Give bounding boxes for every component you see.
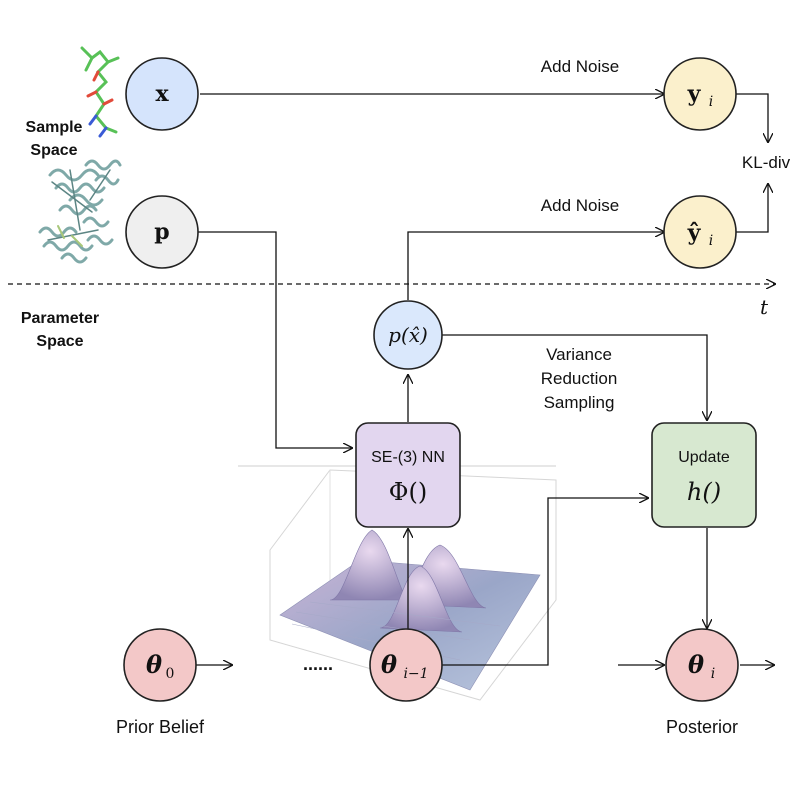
add-noise-top-label: Add Noise bbox=[541, 57, 619, 76]
node-theta-i-minus-1: θ i−1 bbox=[369, 628, 443, 702]
edge-pxhat-to-yhat bbox=[407, 232, 664, 300]
node-y-i: y i bbox=[663, 57, 737, 131]
svg-text:p(x̂): p(x̂) bbox=[388, 323, 428, 347]
h-function: h() bbox=[687, 478, 721, 506]
update-title: Update bbox=[678, 449, 730, 466]
update-box: Update h() bbox=[651, 422, 757, 528]
prior-belief-label: Prior Belief bbox=[116, 717, 205, 737]
sampling-label: Sampling bbox=[544, 393, 615, 412]
kl-div-label: KL-div bbox=[742, 153, 791, 172]
node-theta-i: θ i bbox=[665, 628, 739, 702]
svg-text:θ: θ bbox=[688, 650, 704, 679]
sample-space-label-line2: Space bbox=[30, 142, 77, 159]
svg-text:i−1: i−1 bbox=[403, 666, 428, 682]
phi-function: Φ() bbox=[389, 478, 427, 506]
svg-text:y: y bbox=[687, 81, 702, 107]
variance-label: Variance bbox=[546, 345, 612, 364]
ellipsis-label: ...... bbox=[303, 654, 333, 674]
node-p: p bbox=[125, 195, 199, 269]
protein-structure-image bbox=[38, 159, 122, 264]
svg-text:p: p bbox=[154, 219, 169, 245]
svg-text:θ: θ bbox=[146, 650, 162, 679]
node-x: x bbox=[125, 57, 199, 131]
ligand-molecule-image bbox=[80, 46, 120, 138]
sample-space-label-line1: Sample bbox=[26, 119, 83, 136]
edges bbox=[196, 94, 774, 665]
svg-text:i: i bbox=[711, 666, 715, 682]
node-yhat-i: ŷ i bbox=[663, 195, 737, 269]
svg-text:i: i bbox=[709, 94, 713, 110]
edge-pxhat-to-update bbox=[442, 334, 707, 420]
svg-text:0: 0 bbox=[166, 666, 175, 682]
edge-y-to-kl bbox=[736, 93, 768, 142]
svg-text:x: x bbox=[155, 81, 169, 107]
reduction-label: Reduction bbox=[541, 369, 618, 388]
se3-nn-box: SE-(3) NN Φ() bbox=[355, 422, 461, 528]
posterior-label: Posterior bbox=[666, 717, 738, 737]
svg-text:ŷ: ŷ bbox=[687, 220, 702, 246]
svg-text:θ: θ bbox=[381, 650, 397, 679]
edge-p-to-nn bbox=[196, 231, 352, 448]
add-noise-mid-label: Add Noise bbox=[541, 196, 619, 215]
svg-text:i: i bbox=[709, 233, 713, 249]
se3-nn-title: SE-(3) NN bbox=[371, 449, 445, 466]
parameter-space-label-line2: Space bbox=[36, 333, 83, 350]
edge-yhat-to-kl bbox=[736, 184, 768, 233]
node-theta-0: θ 0 bbox=[123, 628, 197, 702]
parameter-space-label-line1: Parameter bbox=[21, 310, 99, 327]
node-p-xhat: p(x̂) bbox=[373, 300, 443, 370]
edge-thetaim1-to-update bbox=[442, 498, 648, 666]
time-label: t bbox=[760, 295, 769, 319]
